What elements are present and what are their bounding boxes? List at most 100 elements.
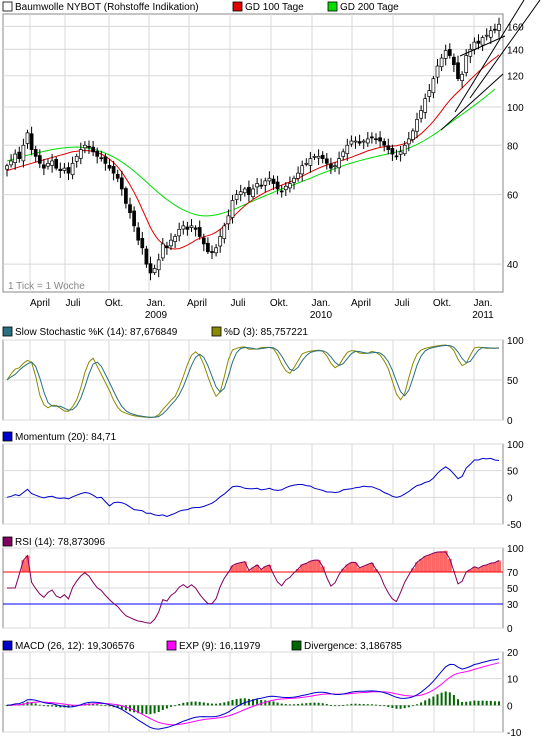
candle-body	[292, 177, 296, 183]
candle-body	[464, 55, 469, 74]
divergence-bar	[235, 699, 238, 706]
macd-legend-swatch-0	[2, 640, 13, 651]
y-tick-label: 30	[507, 600, 519, 611]
divergence-bar	[461, 701, 464, 706]
divergence-bar	[469, 701, 472, 706]
candle-body	[74, 155, 79, 162]
candle-body	[54, 158, 59, 169]
candle-body	[46, 162, 50, 167]
price-x-tick-label: Jan.	[474, 298, 493, 309]
price-x-tick-label: April	[187, 298, 207, 309]
candle-body	[9, 160, 13, 166]
candle-body	[460, 73, 464, 81]
divergence-bar	[276, 702, 279, 706]
divergence-bar	[165, 705, 168, 709]
macd-lines	[6, 658, 500, 730]
divergence-bar	[182, 702, 185, 706]
divergence-bar	[379, 705, 382, 707]
divergence-bar	[145, 705, 148, 715]
trend-line	[459, 35, 506, 57]
price-legend-label-2: GD 200 Tage	[340, 2, 399, 13]
divergence-bar	[338, 705, 341, 707]
candle-body	[279, 190, 284, 193]
price-legend-swatch-0	[2, 1, 13, 12]
y-tick-label: 0	[507, 624, 513, 635]
stochastic-panel: Slow Stochastic %K (14): 87,676849 %D (3…	[2, 326, 524, 427]
price-legend-label-1: GD 100 Tage	[245, 2, 304, 13]
candle-body	[288, 183, 292, 189]
candle-body	[263, 180, 268, 186]
divergence-bar	[170, 705, 172, 707]
divergence-bar	[436, 694, 439, 706]
candle-body	[62, 167, 67, 171]
divergence-bar	[161, 705, 164, 711]
divergence-bar	[481, 700, 484, 706]
divergence-bar	[71, 705, 74, 708]
candle-body	[435, 65, 440, 78]
price-y-tick-label: 40	[507, 260, 519, 271]
divergence-bar	[342, 705, 345, 706]
rsi-legend: RSI (14): 78,873096	[15, 537, 105, 548]
price-y-tick-label: 80	[507, 141, 519, 152]
candle-body	[349, 140, 354, 145]
candle-body	[259, 184, 264, 187]
candle-body	[136, 227, 141, 241]
candle-body	[361, 140, 366, 143]
candle-body	[456, 62, 460, 79]
price-x-tick-label: Okt.	[105, 298, 123, 309]
candle-body	[267, 177, 272, 182]
divergence-bar	[149, 705, 152, 715]
candle-body	[493, 28, 497, 31]
candle-body	[115, 173, 120, 179]
macd-legend-1: EXP (9): 16,11979	[179, 641, 261, 652]
divergence-bar	[432, 696, 435, 706]
candle-body	[83, 144, 87, 149]
divergence-bar	[223, 702, 226, 706]
candle-body	[222, 225, 227, 240]
divergence-bar	[375, 704, 377, 706]
candle-body	[312, 155, 317, 158]
y-tick-label: 20	[507, 648, 519, 659]
divergence-bar	[153, 705, 156, 714]
price-panel: Baumwolle NYBOT (Rohstoffe Indikation) G…	[2, 0, 541, 321]
divergence-bar	[116, 705, 119, 708]
price-plot-frame	[2, 13, 504, 293]
price-y-tick-labels: 40 60 80 100 120 140 160	[507, 22, 524, 271]
candle-body	[17, 151, 22, 159]
candle-body	[488, 30, 493, 38]
candle-body	[50, 160, 54, 166]
candle-body	[480, 37, 485, 46]
candle-body	[140, 238, 145, 249]
y-tick-label: 100	[507, 440, 524, 451]
candle-body	[255, 183, 259, 188]
macd-gridlines	[3, 651, 503, 733]
candle-body	[251, 188, 255, 198]
candle-body	[304, 162, 309, 165]
candle-body	[181, 225, 186, 230]
candle-body	[476, 40, 481, 44]
candle-body	[21, 144, 26, 162]
divergence-bar	[465, 701, 468, 706]
divergence-bar	[120, 705, 123, 709]
divergence-bar	[444, 691, 447, 706]
divergence-bar	[420, 702, 423, 706]
price-x-tick-label: Jan.	[147, 298, 166, 309]
divergence-bar	[362, 704, 365, 706]
divergence-bar	[247, 698, 250, 706]
price-x-tick-label: Juli	[65, 298, 80, 309]
momentum-gridlines	[3, 443, 503, 525]
candle-body	[390, 148, 395, 155]
divergence-bar	[30, 702, 33, 706]
candle-body	[226, 215, 231, 225]
rsi-path	[7, 551, 500, 624]
candle-body	[42, 164, 46, 169]
divergence-bar	[186, 702, 189, 706]
divergence-bar	[325, 704, 328, 706]
candle-body	[185, 226, 190, 230]
trend-line	[440, 73, 504, 131]
candle-body	[148, 263, 153, 274]
y-tick-label: 0	[507, 416, 513, 427]
rsi-panel: RSI (14): 78,873096 0 30 50 70 100	[2, 536, 524, 635]
price-x-tick-label: April	[30, 298, 50, 309]
